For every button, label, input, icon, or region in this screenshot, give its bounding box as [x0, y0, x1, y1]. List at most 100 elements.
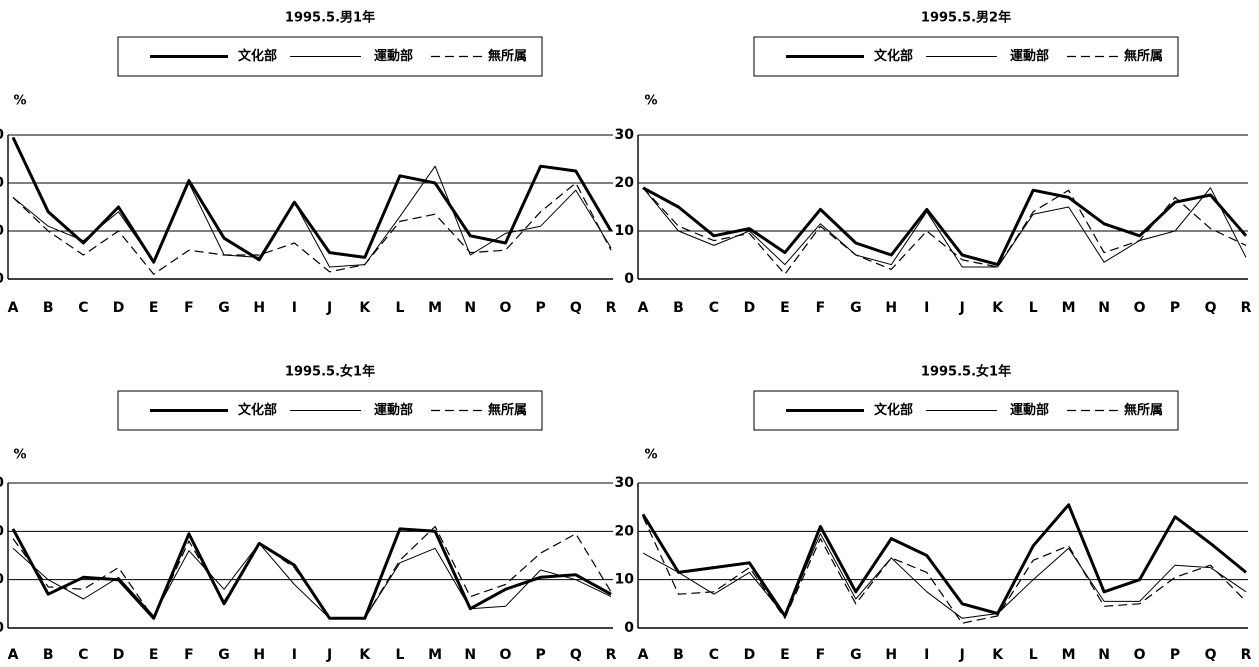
- x-tick-label: D: [744, 647, 756, 663]
- x-tick-label: B: [43, 300, 54, 316]
- x-tick-label: N: [464, 300, 476, 316]
- legend-label-3: 無所属: [1124, 48, 1163, 64]
- y-axis-label: %: [13, 94, 26, 109]
- x-tick-label: R: [1241, 647, 1252, 663]
- y-axis-label: %: [644, 94, 657, 109]
- x-tick-label: D: [744, 300, 756, 316]
- series-line-1: [642, 186, 1248, 267]
- x-tick-label: C: [709, 647, 719, 663]
- x-tick-label: G: [218, 300, 230, 316]
- x-tick-label: O: [500, 300, 512, 316]
- x-tick-label: A: [638, 300, 649, 316]
- x-tick-label: C: [78, 300, 88, 316]
- series-line-1: [641, 503, 1247, 618]
- y-tick-label: 0: [624, 620, 634, 636]
- x-tick-label: I: [292, 647, 297, 663]
- x-tick-label: O: [1134, 647, 1146, 663]
- legend-label-1: 文化部: [238, 48, 277, 64]
- y-axis-label: %: [13, 448, 26, 463]
- x-tick-label: P: [536, 300, 546, 316]
- y-tick-label: 20: [615, 175, 635, 191]
- x-tick-label: N: [1098, 647, 1110, 663]
- x-tick-label: M: [1062, 647, 1076, 663]
- x-tick-label: I: [924, 300, 929, 316]
- series-line-3: [642, 187, 1247, 275]
- legend-box: [117, 36, 543, 77]
- x-tick-label: P: [1170, 647, 1180, 663]
- x-tick-label: P: [536, 647, 546, 663]
- x-tick-label: K: [359, 300, 371, 316]
- x-tick-label: H: [253, 300, 265, 316]
- x-tick-label: P: [1170, 300, 1180, 316]
- x-tick-label: B: [673, 300, 684, 316]
- y-tick-label: 0: [0, 271, 4, 287]
- x-tick-label: A: [638, 647, 649, 663]
- x-tick-label: H: [253, 647, 265, 663]
- legend-box: [753, 36, 1179, 77]
- x-tick-label: J: [959, 647, 965, 663]
- y-tick-label: 10: [615, 223, 635, 239]
- chart-title: 1995.5.男1年: [285, 10, 375, 26]
- y-axis-label: %: [644, 448, 657, 463]
- y-tick-label: 30: [0, 127, 4, 143]
- x-tick-label: F: [184, 300, 194, 316]
- x-tick-label: O: [1134, 300, 1146, 316]
- x-tick-label: F: [184, 647, 194, 663]
- chart-title: 1995.5.女1年: [285, 364, 375, 380]
- x-tick-label: I: [924, 647, 929, 663]
- x-tick-label: C: [709, 300, 719, 316]
- legend-label-2: 運動部: [1010, 402, 1049, 418]
- x-tick-label: F: [816, 300, 826, 316]
- x-tick-label: Q: [1205, 300, 1217, 316]
- chart-title: 1995.5.男2年: [921, 10, 1011, 26]
- x-tick-label: K: [992, 300, 1004, 316]
- series-line-2: [642, 533, 1247, 619]
- x-tick-label: B: [43, 647, 54, 663]
- legend-label-1: 文化部: [874, 48, 913, 64]
- x-tick-label: Q: [570, 647, 582, 663]
- x-tick-label: F: [816, 647, 826, 663]
- y-tick-label: 20: [0, 175, 4, 191]
- legend-label-1: 文化部: [238, 402, 277, 418]
- x-tick-label: J: [959, 300, 965, 316]
- series-line-2: [12, 542, 612, 619]
- series-line-3: [12, 525, 612, 619]
- series-line-3: [12, 182, 612, 275]
- series-line-2: [642, 187, 1247, 268]
- x-tick-label: D: [113, 300, 125, 316]
- x-tick-label: L: [395, 647, 404, 663]
- x-tick-label: G: [218, 647, 230, 663]
- y-tick-label: 0: [0, 620, 4, 636]
- x-tick-label: M: [428, 647, 442, 663]
- x-tick-label: J: [326, 647, 332, 663]
- x-tick-label: A: [8, 300, 19, 316]
- x-tick-label: L: [1029, 300, 1038, 316]
- x-tick-label: E: [780, 300, 790, 316]
- y-tick-label: 30: [615, 475, 635, 491]
- x-tick-label: C: [78, 647, 88, 663]
- x-tick-label: N: [1098, 300, 1110, 316]
- y-tick-label: 0: [624, 271, 634, 287]
- legend-label-1: 文化部: [874, 402, 913, 418]
- x-tick-label: E: [149, 647, 159, 663]
- x-tick-label: K: [992, 647, 1004, 663]
- legend-label-3: 無所属: [488, 402, 527, 418]
- y-tick-label: 10: [615, 572, 635, 588]
- x-tick-label: G: [850, 300, 862, 316]
- series-line-1: [11, 527, 612, 620]
- y-tick-label: 20: [615, 523, 635, 539]
- legend-box: [753, 390, 1179, 431]
- legend-label-2: 運動部: [1010, 48, 1049, 64]
- x-tick-label: Q: [570, 300, 582, 316]
- x-tick-label: E: [149, 300, 159, 316]
- x-tick-label: O: [500, 647, 512, 663]
- x-tick-label: D: [113, 647, 125, 663]
- x-tick-label: N: [464, 647, 476, 663]
- x-tick-label: H: [885, 647, 897, 663]
- x-tick-label: R: [606, 300, 617, 316]
- chart-title: 1995.5.女1年: [921, 364, 1011, 380]
